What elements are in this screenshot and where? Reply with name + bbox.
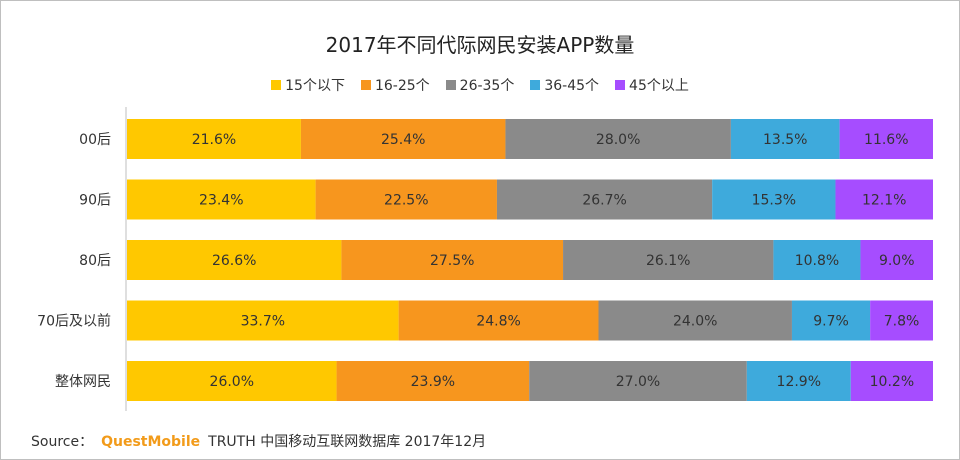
source-note: Source： QuestMobile TRUTH 中国移动互联网数据库 201… [31, 431, 486, 451]
bar-segment [860, 240, 933, 280]
bar-value-label: 21.6% [192, 132, 236, 148]
bar-value-label: 23.9% [411, 374, 455, 390]
bar-segment [839, 119, 933, 159]
bar-value-label: 26.6% [212, 253, 256, 269]
legend-item: 36-45个 [530, 75, 599, 95]
bar-value-label: 11.6% [864, 132, 908, 148]
bar-value-label: 25.4% [381, 132, 425, 148]
category-label: 70后及以前 [37, 313, 111, 330]
legend-label: 16-25个 [374, 78, 430, 94]
bar-value-label: 26.7% [582, 193, 626, 209]
bar-segment [127, 240, 342, 280]
legend-swatch [445, 80, 456, 90]
legend-label: 26-35个 [459, 78, 515, 94]
chart-legend: 15个以下 16-25个 26-35个 36-45个 45个以上 [1, 75, 959, 95]
legend-swatch [271, 80, 282, 90]
bar-value-label: 13.5% [763, 132, 807, 148]
bar-value-label: 23.4% [199, 193, 243, 209]
bar-value-label: 12.1% [862, 193, 906, 209]
bar-value-label: 15.3% [752, 193, 796, 209]
bar-segment [563, 240, 774, 280]
bar-value-label: 24.8% [476, 314, 520, 330]
category-label: 80后 [79, 253, 111, 269]
bar-value-label: 26.1% [646, 253, 690, 269]
bar-value-label: 7.8% [884, 314, 920, 330]
bar-value-label: 9.0% [879, 253, 915, 269]
bar-segment [505, 119, 731, 159]
bar-value-label: 12.9% [777, 374, 821, 390]
bar-value-label: 9.7% [813, 314, 849, 330]
legend-item: 26-35个 [445, 75, 515, 95]
legend-swatch [530, 80, 541, 90]
bar-segment [127, 179, 316, 220]
bar-segment [336, 361, 530, 401]
bar-segment [791, 300, 871, 341]
bar-segment [496, 179, 713, 220]
legend-label: 36-45个 [544, 78, 600, 94]
bar-value-label: 27.0% [616, 374, 660, 390]
category-label: 00后 [79, 132, 111, 148]
chart-title: 2017年不同代际网民安装APP数量 [325, 33, 635, 57]
bar-segment [730, 119, 840, 159]
bar-segment [300, 119, 506, 159]
bar-value-label: 27.5% [430, 253, 474, 269]
bar-segment [773, 240, 861, 280]
legend-label: 15个以下 [285, 78, 345, 94]
bar-value-label: 24.0% [673, 314, 717, 330]
bar-value-label: 28.0% [596, 132, 640, 148]
legend-swatch [615, 80, 626, 90]
bar-segment [746, 361, 851, 401]
bar-segment [127, 119, 301, 159]
category-label: 90后 [79, 193, 111, 209]
source-text: TRUTH 中国移动互联网数据库 2017年12月 [208, 434, 487, 450]
bar-segment [529, 361, 747, 401]
bar-segment [127, 300, 399, 341]
bar-value-label: 33.7% [241, 314, 285, 330]
source-prefix: Source： [31, 434, 94, 450]
bar-value-label: 10.8% [795, 253, 839, 269]
bar-segment [341, 240, 564, 280]
category-label: 整体网民 [55, 374, 111, 390]
bar-segment [870, 300, 933, 341]
stacked-bar-chart: 00后 21.6% 25.4% 28.0% 13.5% 11.6% 90后 23.4% 22.5… [37, 107, 933, 411]
bar-segment [598, 300, 792, 341]
bar-value-label: 10.2% [870, 374, 914, 390]
bar-segment [315, 179, 497, 220]
legend-item: 45个以上 [615, 75, 689, 95]
bar-value-label: 22.5% [384, 193, 428, 209]
bar-value-label: 26.0% [210, 374, 254, 390]
legend-item: 16-25个 [360, 75, 430, 95]
bar-segment [398, 300, 599, 341]
legend-label: 45个以上 [629, 78, 689, 94]
bar-segment [835, 179, 933, 220]
legend-item: 15个以下 [271, 75, 345, 95]
legend-swatch [360, 80, 371, 90]
source-brand: QuestMobile [101, 434, 201, 450]
bar-segment [127, 361, 337, 401]
bar-segment [712, 179, 836, 220]
bar-segment [850, 361, 933, 401]
